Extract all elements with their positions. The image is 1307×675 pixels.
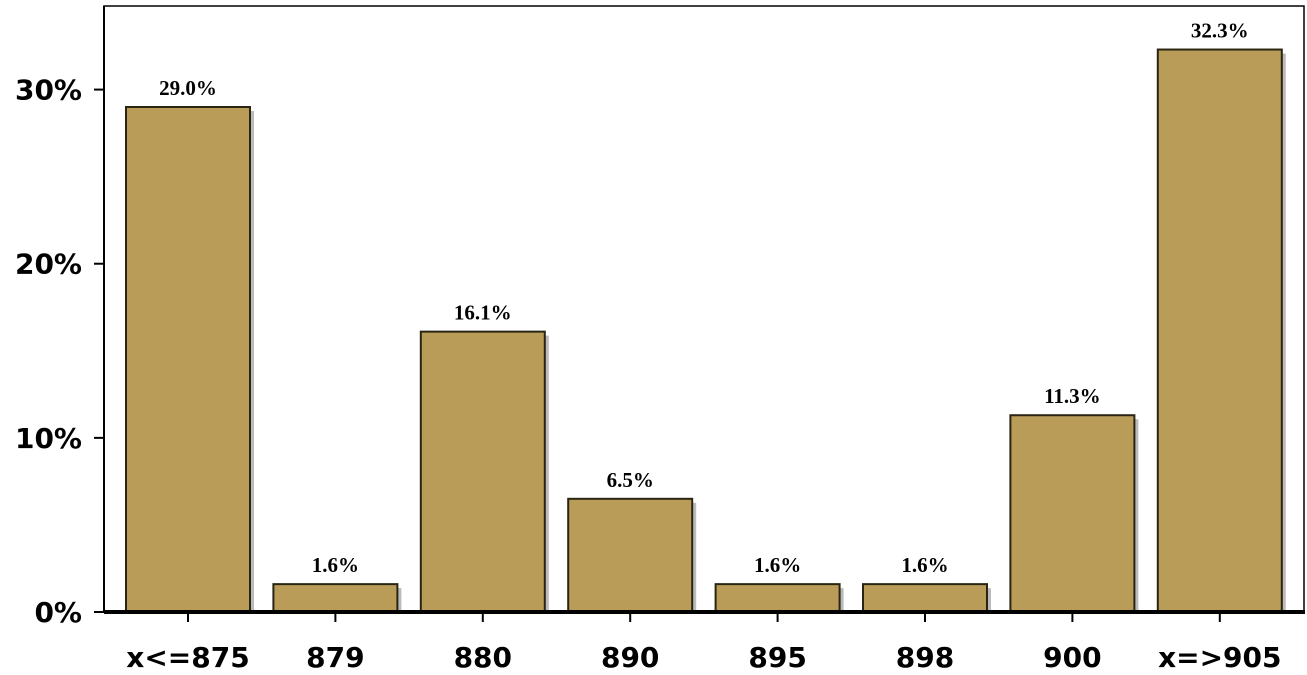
value-label: 32.3% (1191, 19, 1249, 43)
bar (125, 106, 251, 613)
bar (419, 330, 546, 613)
x-tick-label: x=>905 (1158, 641, 1281, 674)
x-tick-label: 890 (601, 641, 659, 674)
x-tick-label: 900 (1043, 641, 1101, 674)
value-label: 16.1% (454, 301, 512, 325)
value-label: 1.6% (901, 553, 948, 577)
y-tick-label: 30% (15, 74, 82, 107)
x-tick-label: x<=875 (126, 641, 249, 674)
y-tick-label: 10% (15, 422, 82, 455)
bar (272, 583, 399, 614)
value-label: 1.6% (754, 553, 801, 577)
value-label: 29.0% (159, 76, 217, 100)
y-tick-label: 20% (15, 248, 82, 281)
bar (862, 583, 988, 614)
y-tick-label: 0% (34, 596, 82, 629)
x-tick-label: 898 (896, 641, 954, 674)
x-tick-label: 879 (306, 641, 364, 674)
x-tick-label: 895 (748, 641, 806, 674)
value-label: 11.3% (1044, 384, 1101, 408)
value-label: 1.6% (312, 553, 359, 577)
bar (714, 583, 841, 614)
bar (1156, 48, 1283, 613)
x-tick-label: 880 (454, 641, 512, 674)
value-label: 6.5% (607, 468, 654, 492)
bar (1009, 414, 1136, 614)
bar (567, 497, 694, 613)
